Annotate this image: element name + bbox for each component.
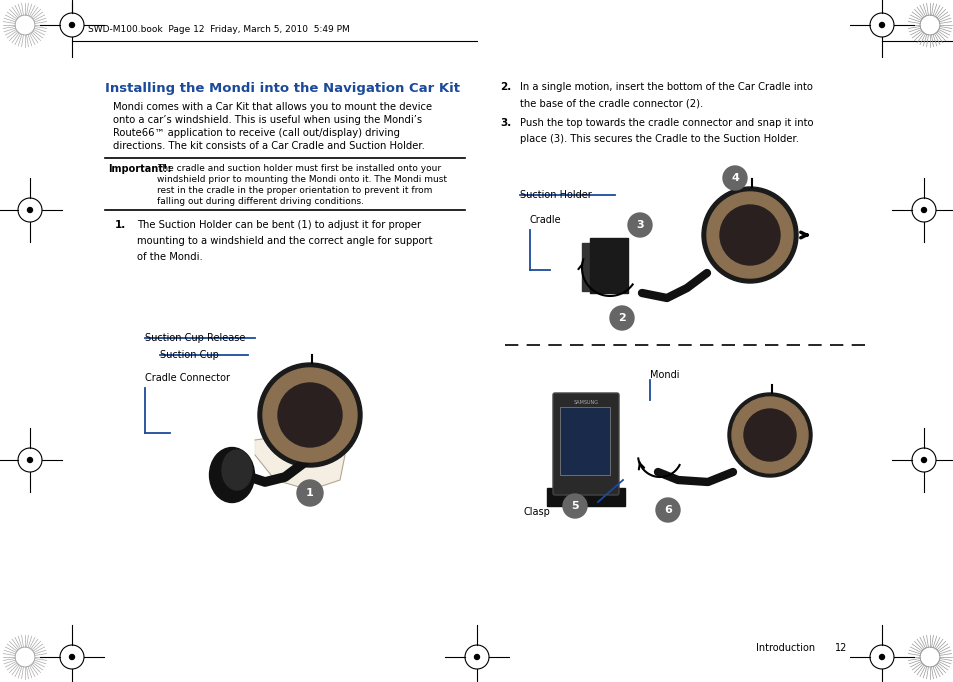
Circle shape — [921, 458, 925, 462]
Text: Mondi: Mondi — [649, 370, 679, 380]
Circle shape — [879, 23, 883, 27]
Text: Cradle Connector: Cradle Connector — [145, 373, 230, 383]
Text: 4: 4 — [730, 173, 739, 183]
Text: onto a car’s windshield. This is useful when using the Mondi’s: onto a car’s windshield. This is useful … — [112, 115, 421, 125]
Polygon shape — [254, 435, 345, 490]
Text: Suction Cup Release: Suction Cup Release — [145, 333, 245, 343]
Text: 1.: 1. — [115, 220, 126, 230]
Circle shape — [921, 207, 925, 213]
Text: 3: 3 — [636, 220, 643, 230]
Text: Mondi comes with a Car Kit that allows you to mount the device: Mondi comes with a Car Kit that allows y… — [112, 102, 432, 112]
Text: Route66™ application to receive (call out/display) driving: Route66™ application to receive (call ou… — [112, 128, 399, 138]
Circle shape — [706, 192, 792, 278]
Bar — [581, 243, 597, 291]
Circle shape — [701, 187, 797, 283]
Circle shape — [28, 458, 32, 462]
Bar — [589, 238, 627, 293]
Text: Installing the Mondi into the Navigation Car Kit: Installing the Mondi into the Navigation… — [105, 82, 459, 95]
Circle shape — [731, 397, 807, 473]
Text: SAMSUNG: SAMSUNG — [573, 400, 598, 406]
Circle shape — [70, 655, 74, 659]
Circle shape — [263, 368, 356, 462]
Circle shape — [727, 393, 811, 477]
Text: 1: 1 — [306, 488, 314, 498]
Text: the base of the cradle connector (2).: the base of the cradle connector (2). — [519, 98, 702, 108]
Text: 2.: 2. — [499, 82, 511, 92]
Text: Push the top towards the cradle connector and snap it into: Push the top towards the cradle connecto… — [519, 118, 813, 128]
Circle shape — [474, 655, 479, 659]
Circle shape — [70, 23, 74, 27]
Text: of the Mondi.: of the Mondi. — [137, 252, 203, 262]
Text: The cradle and suction holder must first be installed onto your: The cradle and suction holder must first… — [157, 164, 440, 173]
Text: Important!:: Important!: — [108, 164, 172, 174]
Text: SWD-M100.book  Page 12  Friday, March 5, 2010  5:49 PM: SWD-M100.book Page 12 Friday, March 5, 2… — [88, 25, 350, 35]
Bar — [559, 407, 609, 475]
Text: 12: 12 — [834, 643, 846, 653]
Circle shape — [257, 363, 361, 467]
FancyBboxPatch shape — [553, 393, 618, 495]
Text: place (3). This secures the Cradle to the Suction Holder.: place (3). This secures the Cradle to th… — [519, 134, 799, 144]
Text: Introduction: Introduction — [755, 643, 814, 653]
Circle shape — [277, 383, 341, 447]
Text: The Suction Holder can be bent (1) to adjust it for proper: The Suction Holder can be bent (1) to ad… — [137, 220, 420, 230]
Text: Clasp: Clasp — [523, 507, 550, 517]
Text: Suction Cup: Suction Cup — [160, 350, 218, 360]
Text: 6: 6 — [663, 505, 671, 515]
Circle shape — [562, 494, 586, 518]
Bar — [546, 488, 624, 506]
Text: directions. The kit consists of a Car Cradle and Suction Holder.: directions. The kit consists of a Car Cr… — [112, 141, 424, 151]
Circle shape — [743, 409, 795, 461]
Circle shape — [609, 306, 634, 330]
Circle shape — [627, 213, 651, 237]
Text: 5: 5 — [571, 501, 578, 511]
Text: In a single motion, insert the bottom of the Car Cradle into: In a single motion, insert the bottom of… — [519, 82, 812, 92]
Text: falling out during different driving conditions.: falling out during different driving con… — [157, 197, 364, 206]
Text: 3.: 3. — [499, 118, 511, 128]
Text: Suction Holder: Suction Holder — [519, 190, 591, 200]
Circle shape — [722, 166, 746, 190]
Ellipse shape — [210, 447, 254, 503]
Text: Cradle: Cradle — [530, 215, 561, 225]
Circle shape — [28, 207, 32, 213]
Ellipse shape — [222, 450, 252, 490]
Circle shape — [656, 498, 679, 522]
Circle shape — [296, 480, 323, 506]
Circle shape — [879, 655, 883, 659]
Text: 2: 2 — [618, 313, 625, 323]
Text: windshield prior to mounting the Mondi onto it. The Mondi must: windshield prior to mounting the Mondi o… — [157, 175, 447, 184]
Circle shape — [720, 205, 780, 265]
Text: rest in the cradle in the proper orientation to prevent it from: rest in the cradle in the proper orienta… — [157, 186, 432, 195]
Text: mounting to a windshield and the correct angle for support: mounting to a windshield and the correct… — [137, 236, 432, 246]
